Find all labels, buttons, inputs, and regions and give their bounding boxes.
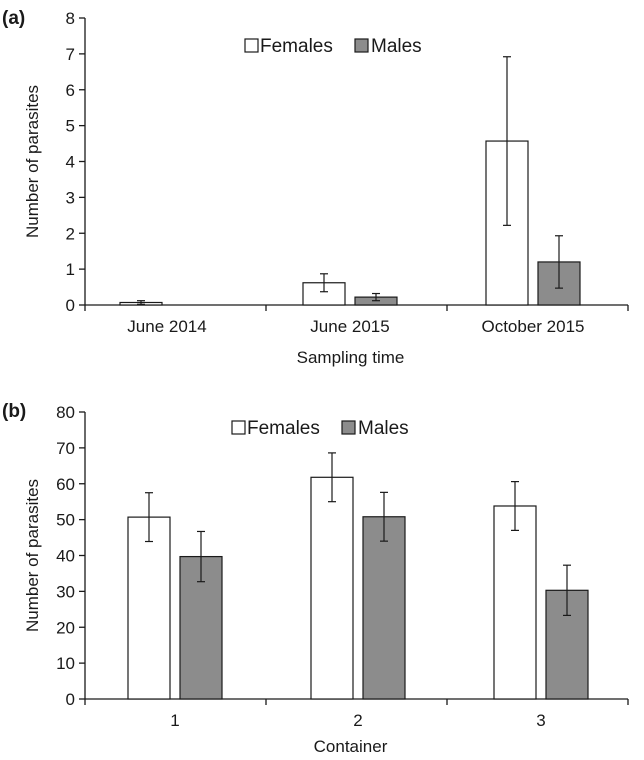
y-tick-label: 6 xyxy=(66,81,75,100)
y-tick-label: 8 xyxy=(66,9,75,28)
legend: Females Males xyxy=(231,418,409,439)
y-tick-label: 40 xyxy=(56,547,75,566)
legend-swatch-males xyxy=(341,420,356,435)
y-tick-label: 10 xyxy=(56,654,75,673)
legend-swatch-females xyxy=(244,38,259,53)
legend-label-males: Males xyxy=(358,418,409,439)
legend-swatch-males xyxy=(354,38,369,53)
y-tick-label: 70 xyxy=(56,439,75,458)
x-axis-title: Sampling time xyxy=(297,348,405,367)
bar-females-2 xyxy=(310,476,354,700)
y-axis-title: Number of parasites xyxy=(23,85,42,238)
legend-swatch-females xyxy=(231,420,246,435)
panel-label: (b) xyxy=(2,401,26,422)
legend-label-females: Females xyxy=(247,418,320,439)
legend-label-females: Females xyxy=(260,36,333,57)
legend-label-males: Males xyxy=(371,36,422,57)
x-tick-label: 2 xyxy=(353,711,362,730)
y-tick-label: 3 xyxy=(66,188,75,207)
bar-females-3 xyxy=(493,505,537,700)
y-tick-label: 5 xyxy=(66,117,75,136)
x-tick-label: 1 xyxy=(170,711,179,730)
bar-males-2 xyxy=(362,516,406,700)
legend: Females Males xyxy=(244,36,422,57)
y-tick-label: 0 xyxy=(66,296,75,315)
y-tick-label: 2 xyxy=(66,224,75,243)
x-tick-label: June 2014 xyxy=(127,317,206,336)
chart-panel-b: (b) 0 10 20 30 40 50 60 70 80 1 2 3 Container Number o… xyxy=(2,401,629,756)
y-tick-label: 4 xyxy=(66,153,75,172)
y-tick-label: 30 xyxy=(56,582,75,601)
y-tick-label: 20 xyxy=(56,618,75,637)
y-axis-title: Number of parasites xyxy=(23,479,42,632)
x-axis-title: Container xyxy=(314,737,388,756)
chart-panel-a: (a) 0 1 2 3 4 5 6 7 8 June 2014 June 2015 October 20… xyxy=(2,8,629,367)
x-tick-label: October 2015 xyxy=(481,317,584,336)
y-tick-label: 1 xyxy=(66,260,75,279)
y-tick-label: 80 xyxy=(56,403,75,422)
panel-label: (a) xyxy=(2,8,25,29)
y-tick-label: 7 xyxy=(66,45,75,64)
y-tick-label: 0 xyxy=(66,690,75,709)
bar-females-1 xyxy=(127,516,171,700)
x-tick-label: 3 xyxy=(536,711,545,730)
x-tick-label: June 2015 xyxy=(310,317,389,336)
y-tick-label: 60 xyxy=(56,475,75,494)
y-tick-label: 50 xyxy=(56,511,75,530)
